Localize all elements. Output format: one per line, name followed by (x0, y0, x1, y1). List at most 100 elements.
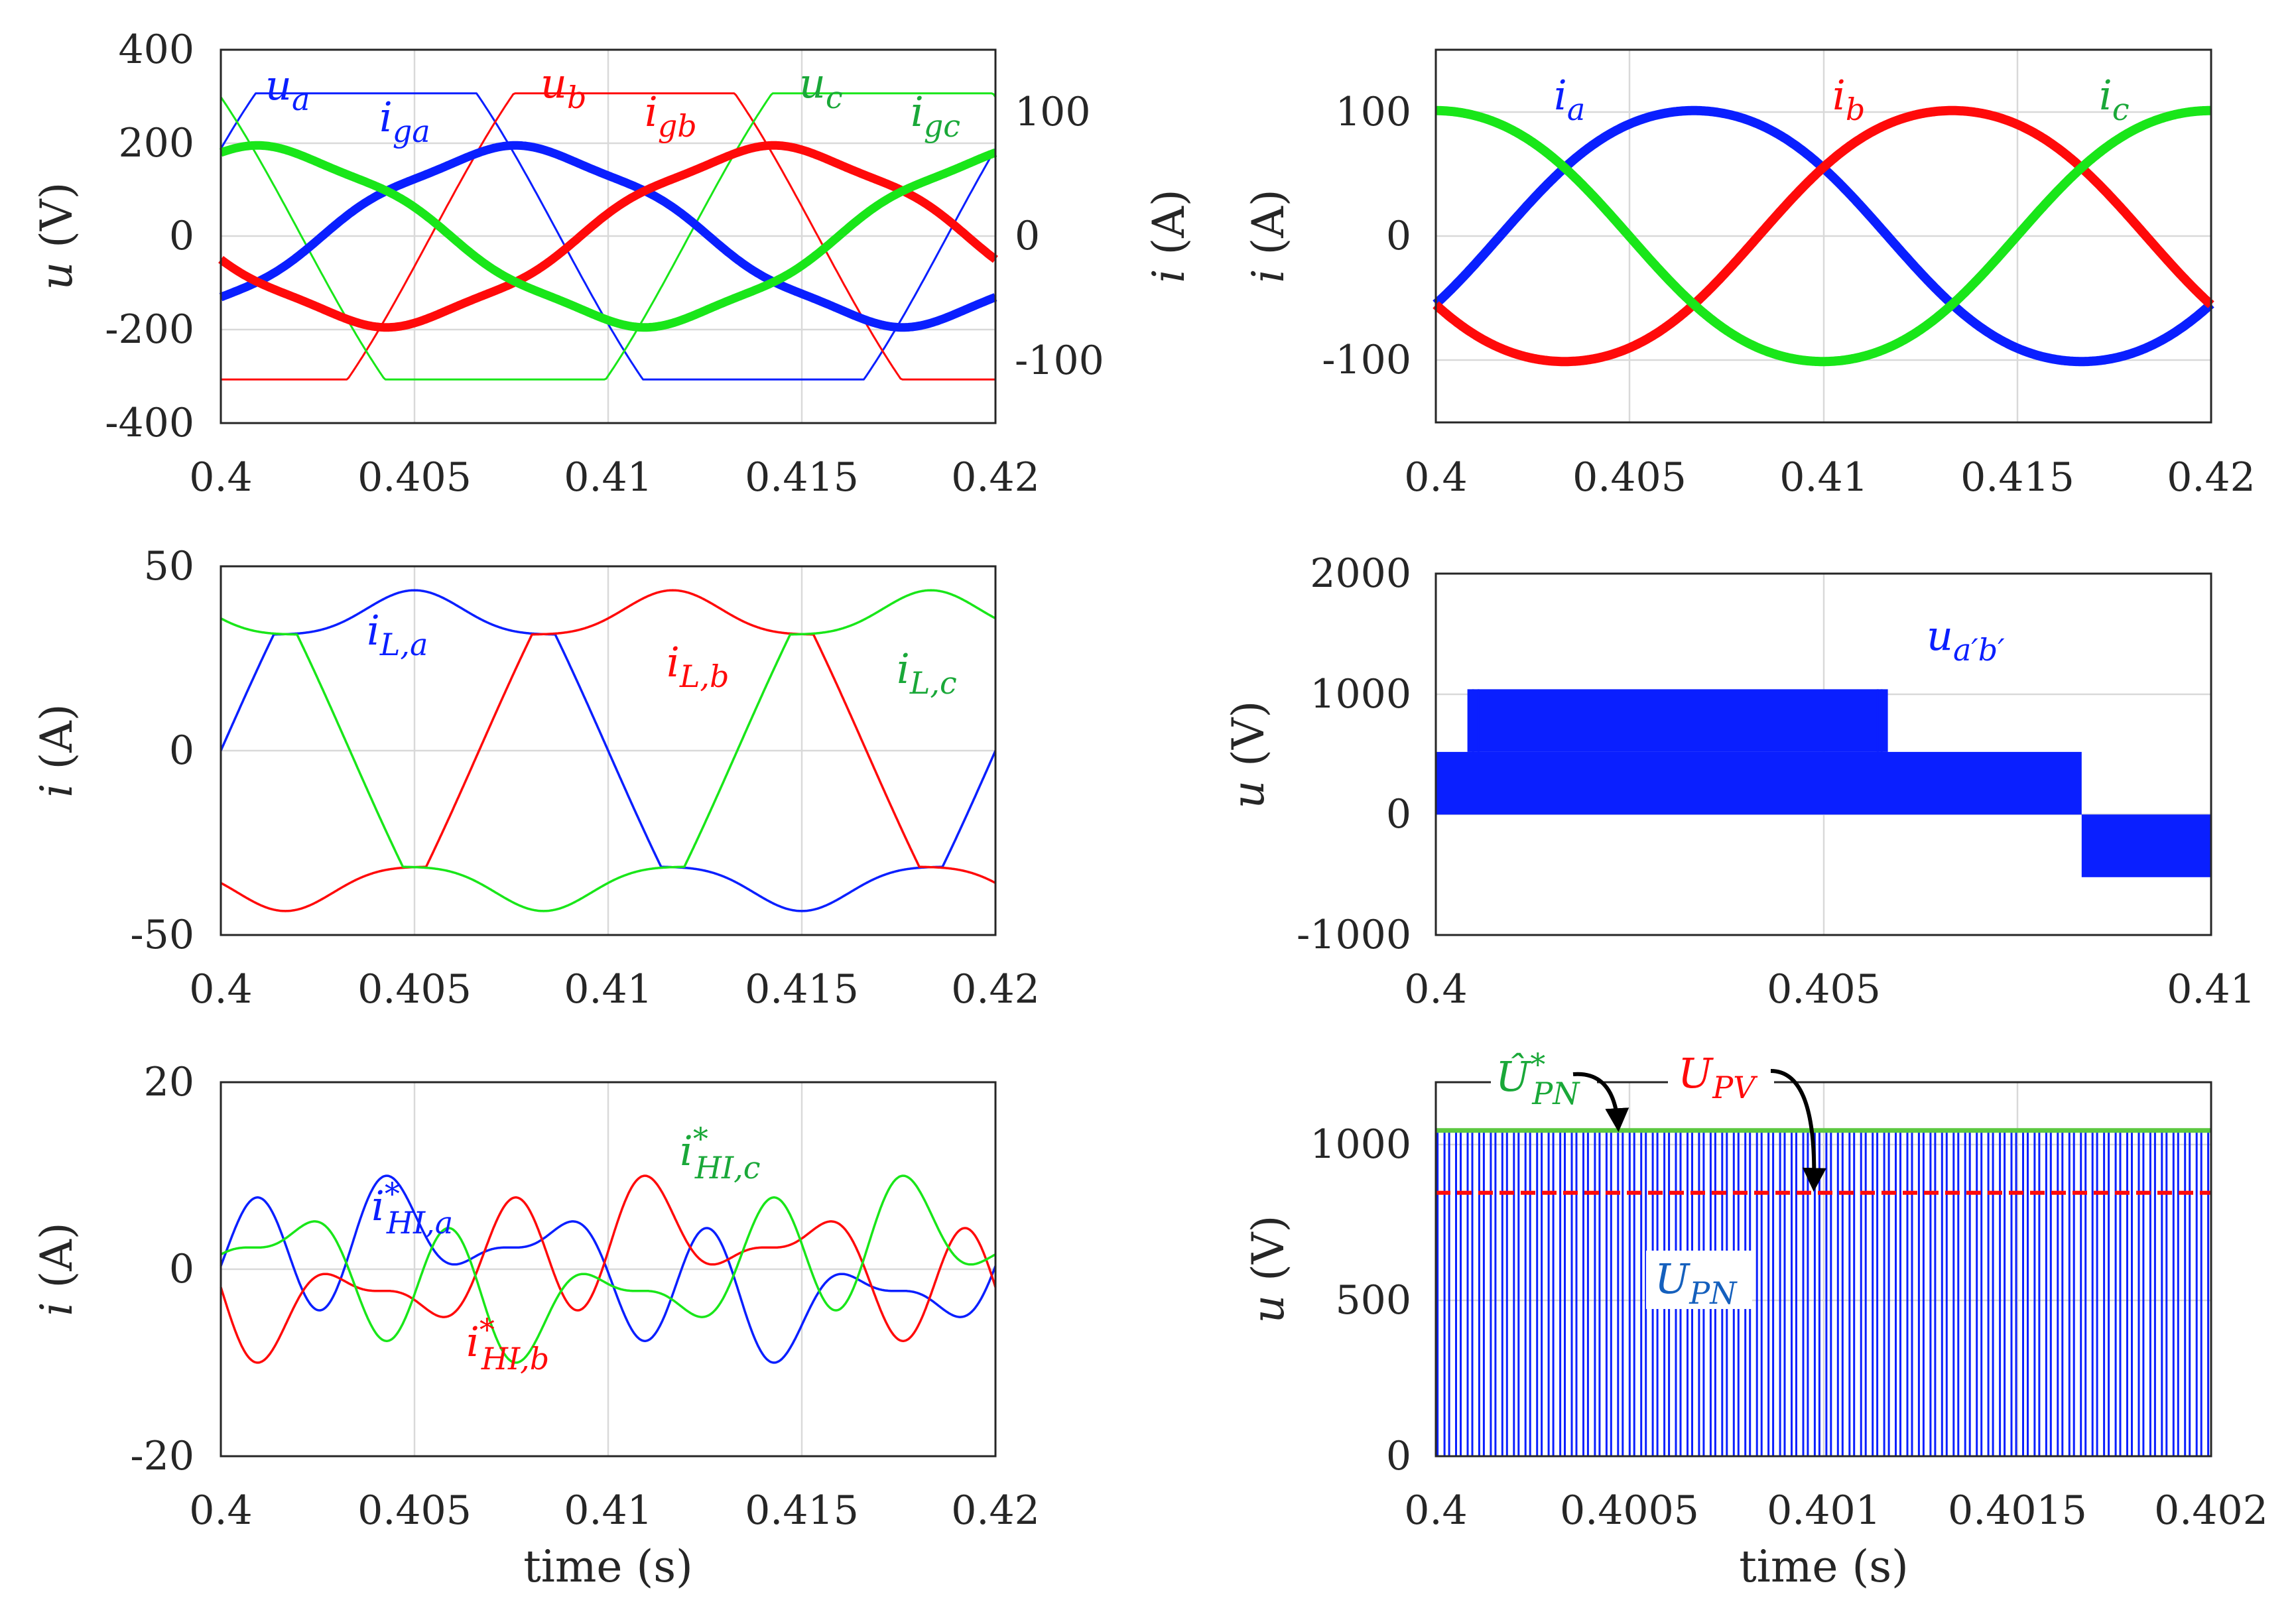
gridlines (221, 50, 995, 423)
pwm-band-high (1469, 689, 1888, 752)
pwm-band-positive (1436, 751, 2082, 815)
panel-pwm-voltage: 2000 1000 0 -1000 0.4 0.405 0.41 u (V) u… (1223, 550, 2256, 1013)
y-right-tick-label: 100 (1015, 89, 1091, 135)
x-tick-label: 0.415 (745, 454, 859, 501)
series-group (218, 92, 998, 381)
series-label-ihib: i* HI,b (466, 1312, 549, 1377)
x-tick-label: 0.415 (745, 1487, 859, 1534)
series-label-ihia: i* HI,a (371, 1176, 453, 1241)
arrow-to-upn-hat (1572, 1072, 1629, 1133)
x-tick-label: 0.4 (1404, 454, 1467, 501)
y-axis-label: u (V) (31, 182, 82, 290)
x-tick-label: 0.41 (1779, 454, 1868, 501)
x-tick-label: 0.42 (951, 454, 1040, 501)
x-tick-label: 0.405 (357, 1487, 472, 1534)
x-tick-label: 0.415 (1960, 454, 2074, 501)
label-background (1646, 1251, 1752, 1309)
panel-load-currents-il: 50 0 -50 0.4 0.405 0.41 0.415 0.42 i (A)… (31, 543, 1040, 1013)
y-axis-label: u (V) (1243, 1215, 1294, 1324)
load-current-i-l-a (220, 589, 997, 912)
x-tick-label: 0.42 (951, 966, 1040, 1013)
x-tick-label: 0.4005 (1560, 1487, 1699, 1534)
x-tick-label: 0.415 (745, 966, 859, 1013)
panel-dc-link-voltage: 1000 500 0 0.4 0.4005 0.401 0.4015 0.402… (1243, 1046, 2268, 1592)
x-tick-label: 0.405 (1767, 966, 1881, 1013)
grid-voltage-u-b (218, 141, 998, 332)
y-axis-label: u (V) (1223, 701, 1274, 809)
harmonic-reference-i-hi-b (220, 1174, 997, 1364)
series-label-uc: uc (799, 59, 843, 115)
x-tick-label: 0.42 (2167, 454, 2256, 501)
load-current-i-l-c (220, 589, 996, 912)
grid-voltage-u-c (218, 141, 998, 332)
load-current-i-l-b (220, 589, 996, 912)
current-i-c (1433, 105, 2214, 367)
x-tick-label: 0.401 (1767, 1487, 1881, 1534)
series-label-upv: UPV (1678, 1049, 1758, 1105)
x-tick-label: 0.41 (2167, 966, 2256, 1013)
x-tick-label: 0.4 (1404, 966, 1467, 1013)
series-label-ub: ub (541, 59, 586, 115)
x-tick-label: 0.405 (357, 966, 472, 1013)
series-group (1433, 105, 2214, 367)
panel-harmonic-references: 20 0 -20 0.4 0.405 0.41 0.415 0.42 i (A)… (31, 1059, 1040, 1592)
y-tick-label: -1000 (1297, 912, 1411, 958)
x-tick-label: 0.402 (2154, 1487, 2268, 1534)
x-tick-label: 0.4 (189, 966, 252, 1013)
panel-voltages-grid-currents: 400 200 0 -200 -400 100 0 -100 0.4 0.405… (31, 27, 1194, 501)
x-axis-label: time (s) (1739, 1541, 1909, 1592)
y-tick-label: -50 (130, 912, 194, 958)
x-tick-label: 0.41 (564, 1487, 653, 1534)
series-label-iga: iga (379, 93, 430, 149)
y-tick-label: 0 (1386, 213, 1411, 259)
y-axis-label: i (A) (1243, 189, 1294, 282)
y-tick-label: 200 (118, 120, 194, 166)
arrow-to-upv (1770, 1069, 1826, 1192)
x-tick-label: 0.41 (564, 454, 653, 501)
y-axis-label: i (A) (31, 704, 82, 797)
y-tick-label: 0 (169, 1246, 194, 1292)
y-tick-label: -400 (105, 400, 194, 446)
x-tick-label: 0.405 (1572, 454, 1687, 501)
series-group (220, 589, 997, 912)
series-group (1436, 1128, 2211, 1456)
series-label-ib: ib (1832, 71, 1865, 127)
series-label-ilc: iL,c (897, 645, 957, 701)
series-label-ila: iL,a (367, 606, 428, 662)
y-tick-label: 500 (1335, 1277, 1411, 1324)
x-tick-label: 0.405 (357, 454, 472, 501)
harmonic-reference-i-hi-a (220, 1174, 997, 1364)
series-label-ia: ia (1554, 71, 1585, 127)
series-label-uab: ua′b′ (1927, 611, 2005, 668)
x-axis-label: time (s) (523, 1541, 693, 1592)
pwm-band-negative (2081, 814, 2211, 877)
y-tick-label: -100 (1322, 337, 1411, 383)
y-tick-label: 0 (169, 213, 194, 259)
series-label-ihic: i* HI,c (680, 1121, 761, 1186)
y-right-axis-label: i (A) (1143, 189, 1194, 282)
series-label-ua: ua (265, 61, 310, 117)
series-label-igc: igc (911, 88, 960, 144)
x-tick-label: 0.41 (564, 966, 653, 1013)
y-axis-label: i (A) (31, 1222, 82, 1316)
y-tick-label: 0 (1386, 791, 1411, 838)
y-tick-label: -20 (130, 1433, 194, 1479)
x-tick-label: 0.4 (1404, 1487, 1467, 1534)
y-right-tick-label: -100 (1015, 338, 1104, 384)
grid-voltage-u-a (218, 141, 998, 332)
series-group (1436, 689, 2211, 877)
harmonic-reference-i-hi-c (220, 1174, 996, 1364)
x-tick-label: 0.4 (189, 1487, 252, 1534)
series-group (220, 1174, 997, 1364)
series-label-upn-hat: Û* PN (1496, 1046, 1580, 1111)
panel-load-currents: 100 0 -100 0.4 0.405 0.41 0.415 0.42 i (… (1243, 48, 2256, 501)
y-tick-label: 0 (1386, 1433, 1411, 1479)
y-tick-label: 50 (144, 543, 194, 590)
x-tick-label: 0.4 (189, 454, 252, 501)
y-tick-label: -200 (105, 306, 194, 353)
y-tick-label: 100 (1335, 89, 1411, 135)
y-tick-label: 1000 (1310, 671, 1411, 717)
y-tick-label: 0 (169, 727, 194, 774)
series-label-igb: igb (645, 88, 697, 144)
